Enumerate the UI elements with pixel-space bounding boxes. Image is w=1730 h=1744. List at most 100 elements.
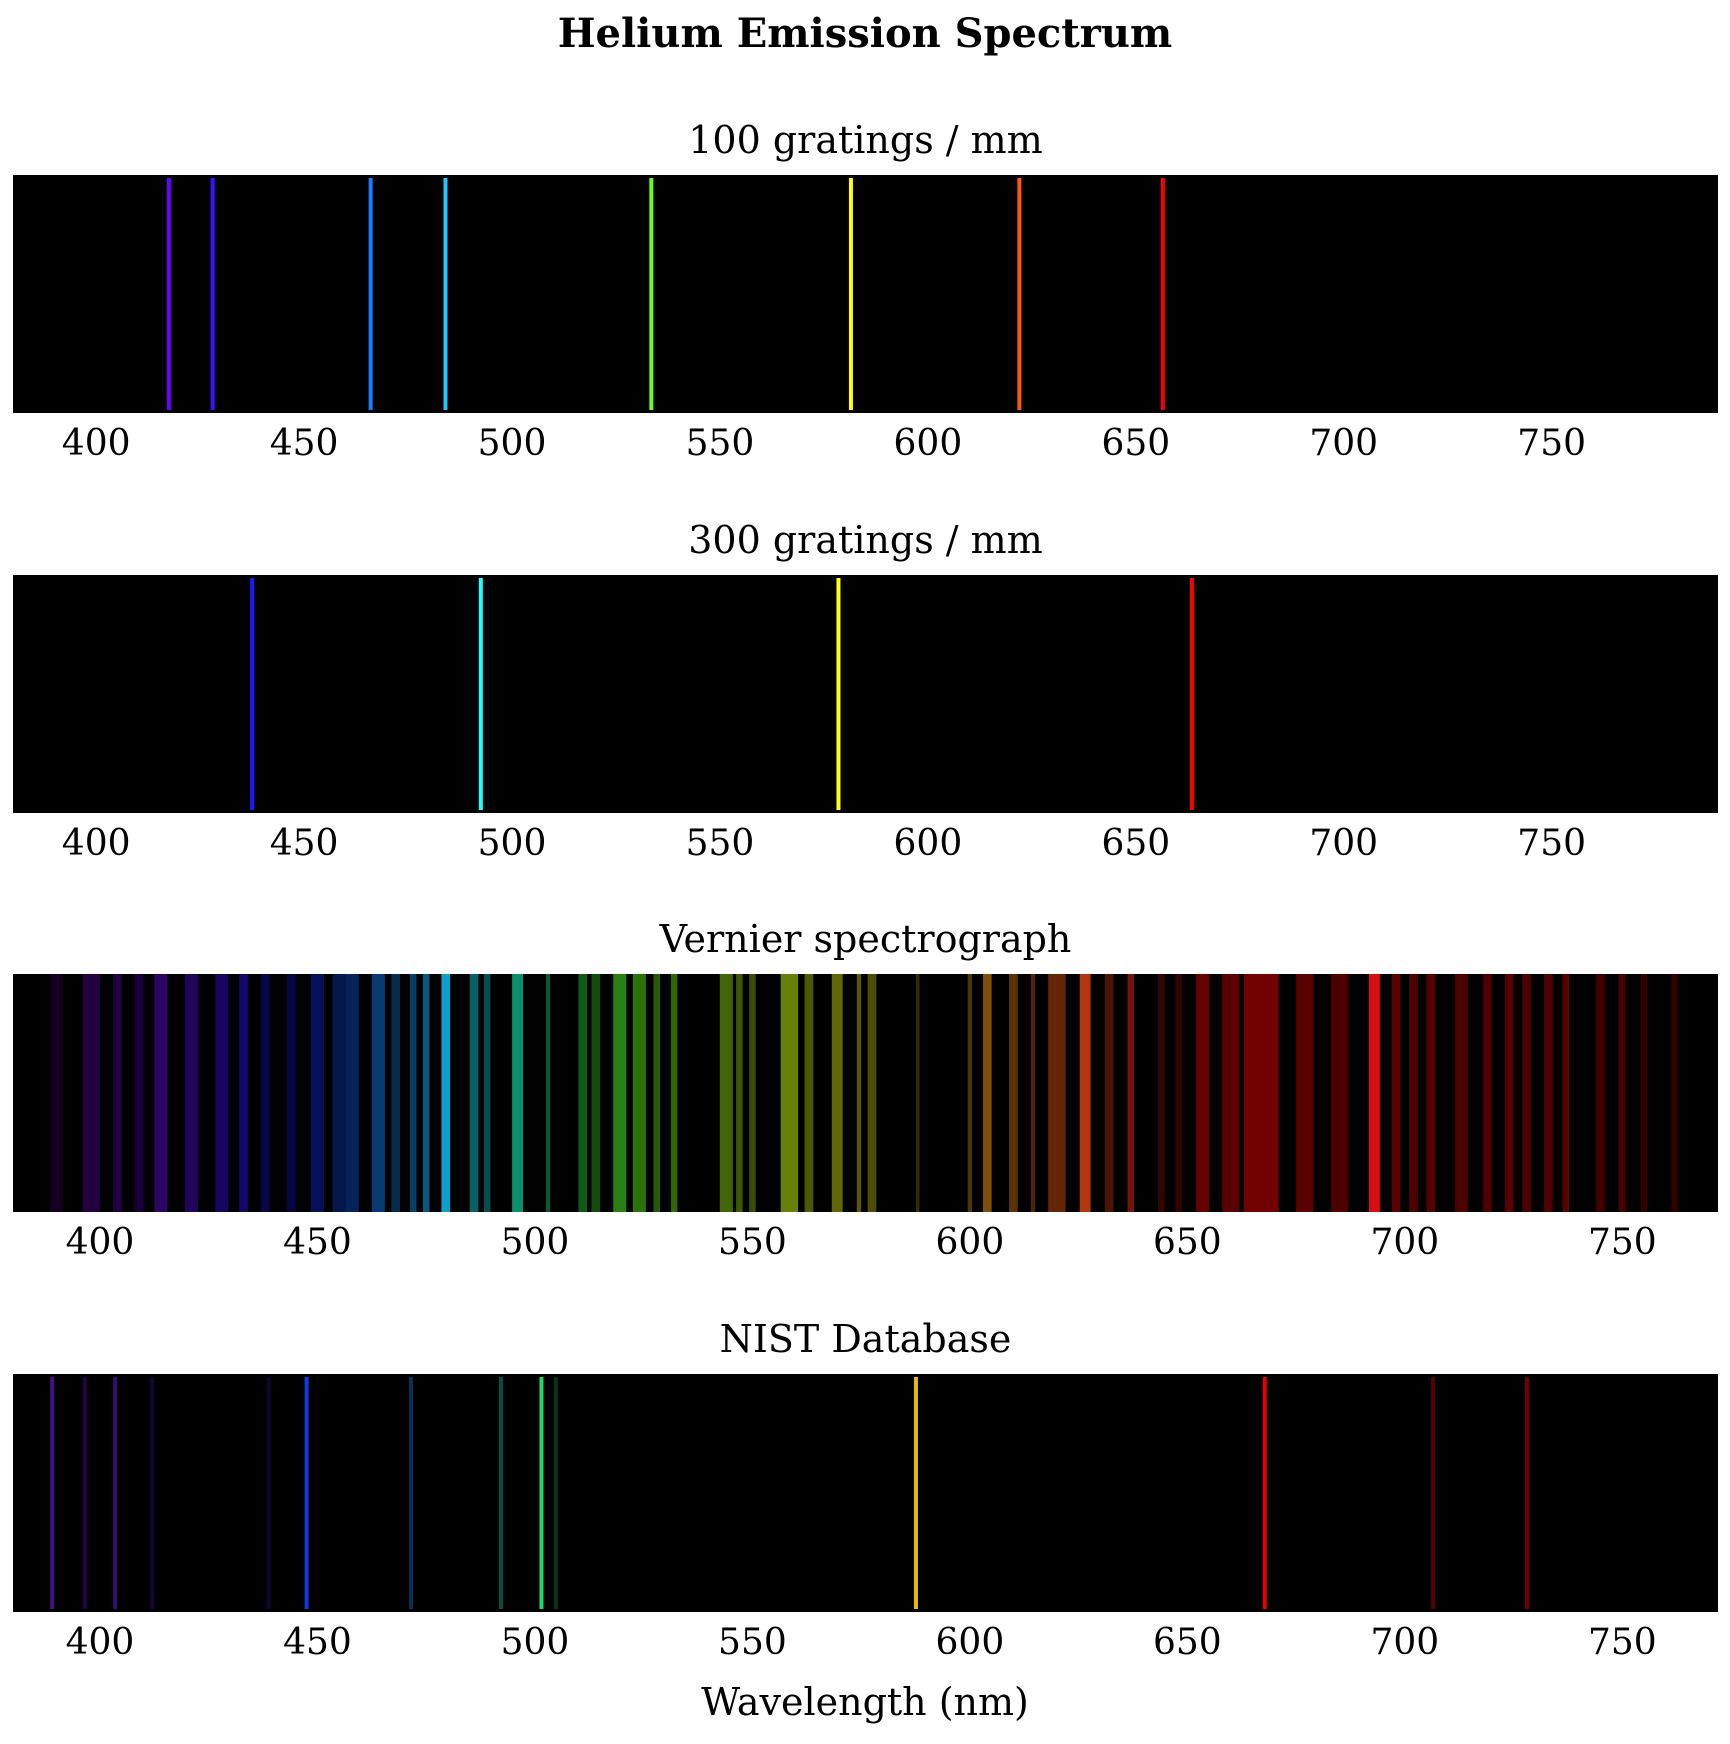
x-tick-label: 700 bbox=[1370, 1622, 1439, 1663]
emission-band bbox=[1596, 974, 1605, 1212]
emission-band bbox=[856, 974, 862, 1212]
x-tick-label: 750 bbox=[1517, 423, 1586, 464]
emission-line bbox=[266, 1377, 271, 1609]
emission-line bbox=[443, 178, 448, 410]
x-tick-label: 750 bbox=[1517, 823, 1586, 864]
emission-band bbox=[1175, 974, 1182, 1212]
x-tick-label: 450 bbox=[283, 1622, 352, 1663]
emission-band bbox=[982, 974, 992, 1212]
x-tick-label: 650 bbox=[1153, 1222, 1222, 1263]
emission-band bbox=[1104, 974, 1114, 1212]
emission-band bbox=[371, 974, 385, 1212]
emission-band bbox=[1544, 974, 1553, 1212]
emission-band bbox=[1409, 974, 1418, 1212]
emission-band bbox=[1504, 974, 1514, 1212]
x-tick-label: 750 bbox=[1588, 1222, 1657, 1263]
emission-band bbox=[1222, 974, 1240, 1212]
emission-band bbox=[1562, 974, 1570, 1212]
x-tick-label: 500 bbox=[501, 1222, 570, 1263]
emission-band bbox=[260, 974, 270, 1212]
emission-band bbox=[1009, 974, 1018, 1212]
spectrum-marks bbox=[49, 974, 1678, 1212]
x-tick-label: 500 bbox=[478, 823, 547, 864]
emission-band bbox=[49, 974, 64, 1212]
spectrum-background bbox=[13, 575, 1718, 813]
emission-band bbox=[310, 974, 324, 1212]
emission-band bbox=[1127, 974, 1135, 1212]
x-tick-label: 600 bbox=[894, 423, 963, 464]
emission-band bbox=[239, 974, 248, 1212]
emission-band bbox=[670, 974, 678, 1212]
emission-band bbox=[345, 974, 359, 1212]
panel-title: 100 gratings / mm bbox=[688, 118, 1043, 162]
emission-band bbox=[736, 974, 743, 1212]
emission-line bbox=[166, 178, 171, 410]
x-tick-label: 550 bbox=[686, 823, 755, 864]
emission-line bbox=[368, 178, 373, 410]
emission-line bbox=[836, 578, 841, 810]
emission-band bbox=[578, 974, 588, 1212]
emission-band bbox=[632, 974, 646, 1212]
emission-band bbox=[545, 974, 551, 1212]
emission-band bbox=[1330, 974, 1349, 1212]
x-tick-label: 650 bbox=[1101, 823, 1170, 864]
emission-band bbox=[391, 974, 401, 1212]
emission-band bbox=[613, 974, 627, 1212]
emission-band bbox=[831, 974, 843, 1212]
emission-band bbox=[915, 974, 920, 1212]
emission-line bbox=[1189, 578, 1194, 810]
x-tick-label: 400 bbox=[66, 1622, 135, 1663]
emission-line bbox=[1017, 178, 1022, 410]
emission-band bbox=[1640, 974, 1648, 1212]
emission-line bbox=[913, 1377, 918, 1609]
emission-line bbox=[848, 178, 853, 410]
emission-band bbox=[867, 974, 877, 1212]
emission-line bbox=[539, 1377, 544, 1609]
x-tick-label: 400 bbox=[62, 823, 131, 864]
x-tick-label: 650 bbox=[1101, 423, 1170, 464]
emission-band bbox=[1619, 974, 1626, 1212]
x-tick-label: 400 bbox=[62, 423, 131, 464]
x-tick-label: 500 bbox=[501, 1622, 570, 1663]
emission-band bbox=[409, 974, 417, 1212]
x-tick-label: 700 bbox=[1309, 823, 1378, 864]
spectrum-panel: 300 gratings / mm 400 450 500 550 600 650 700 75… bbox=[13, 518, 1718, 864]
emission-band bbox=[154, 974, 168, 1212]
emission-line bbox=[649, 178, 654, 410]
emission-band bbox=[1158, 974, 1165, 1212]
emission-line bbox=[82, 1377, 87, 1609]
emission-band bbox=[1296, 974, 1314, 1212]
emission-band bbox=[512, 974, 523, 1212]
spectrum-background bbox=[13, 1374, 1718, 1612]
emission-band bbox=[804, 974, 814, 1212]
emission-line bbox=[478, 578, 483, 810]
spectrum-panel: NIST Database 400 450 500 550 600 650 700 750 bbox=[13, 1317, 1718, 1663]
emission-band bbox=[483, 974, 491, 1212]
emission-band bbox=[1426, 974, 1436, 1212]
panel-title: Vernier spectrograph bbox=[659, 917, 1072, 961]
emission-band bbox=[287, 974, 296, 1212]
emission-band bbox=[1048, 974, 1066, 1212]
spectrum-marks bbox=[250, 578, 1194, 810]
emission-band bbox=[967, 974, 973, 1212]
spectrum-panel: 100 gratings / mm 400 450 500 550 600 650 700 75… bbox=[13, 118, 1718, 464]
emission-band bbox=[1368, 974, 1380, 1212]
x-axis-label: Wavelength (nm) bbox=[701, 1680, 1029, 1724]
spectrum-marks bbox=[50, 1377, 1530, 1609]
emission-line bbox=[1431, 1377, 1436, 1609]
emission-line bbox=[150, 1377, 155, 1609]
spectrum-background bbox=[13, 974, 1718, 1212]
emission-line bbox=[408, 1377, 413, 1609]
x-tick-label: 400 bbox=[66, 1222, 135, 1263]
emission-band bbox=[1483, 974, 1492, 1212]
emission-band bbox=[184, 974, 198, 1212]
emission-band bbox=[653, 974, 660, 1212]
emission-band bbox=[1243, 974, 1279, 1212]
emission-line bbox=[1525, 1377, 1530, 1609]
emission-band bbox=[469, 974, 479, 1212]
x-tick-label: 450 bbox=[270, 423, 339, 464]
emission-band bbox=[1079, 974, 1091, 1212]
emission-band bbox=[422, 974, 430, 1212]
emission-band bbox=[332, 974, 346, 1212]
